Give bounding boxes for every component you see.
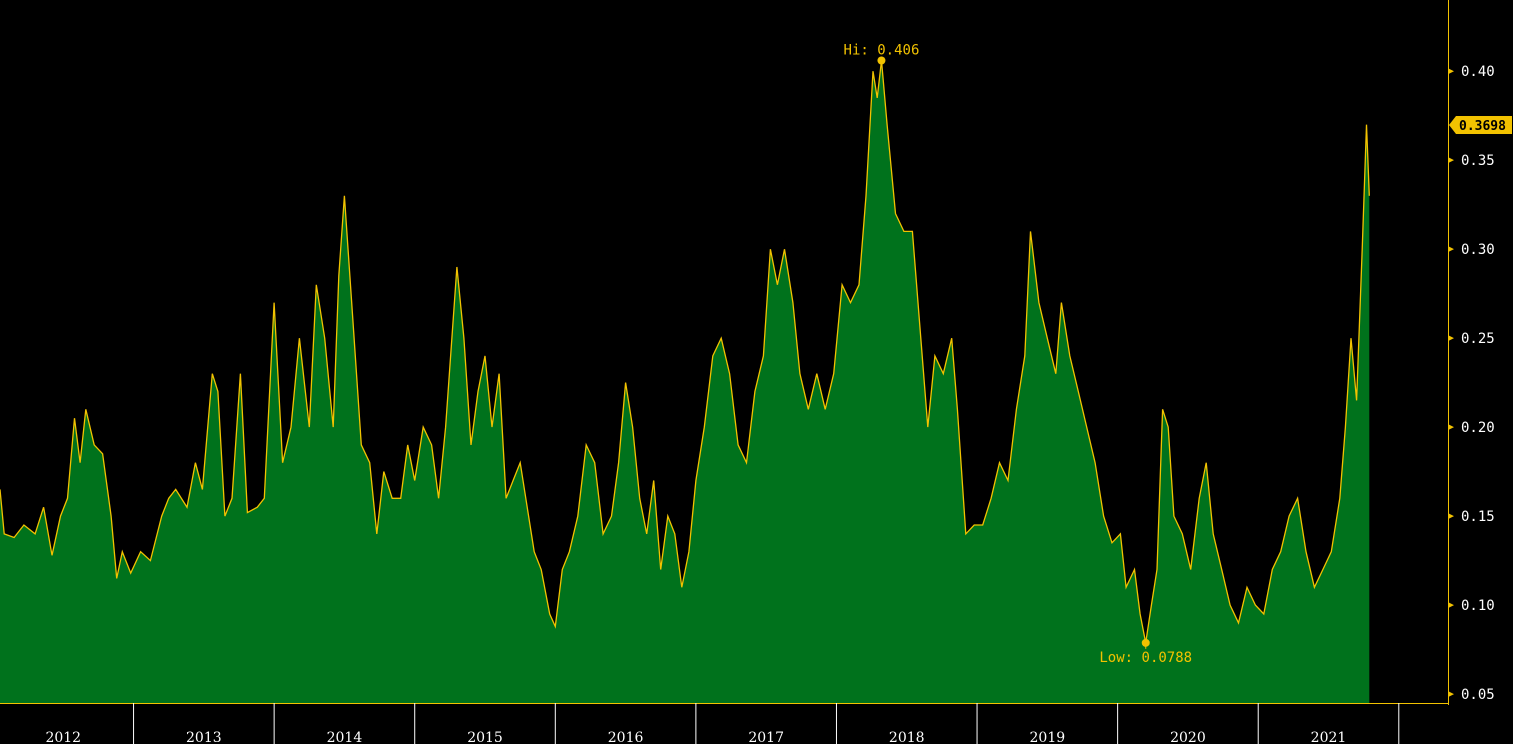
x-tick-label: 2012 <box>45 730 81 744</box>
y-tick-label: 0.10 <box>1461 598 1495 614</box>
y-tick-label: 0.20 <box>1461 420 1495 436</box>
high-label: Hi: 0.406 <box>844 43 920 59</box>
y-tick-label: 0.30 <box>1461 242 1495 258</box>
y-tick-label: 0.40 <box>1461 64 1495 80</box>
y-tick-label: 0.25 <box>1461 331 1495 347</box>
y-tick-label: 0.05 <box>1461 687 1495 703</box>
y-tick-mark <box>1448 691 1454 698</box>
low-label: Low: 0.0788 <box>1099 650 1192 666</box>
x-axis: 2012 2013 2014 2015 2016 2017 2018 2019 2020 2021 <box>0 703 1448 744</box>
x-tick-label: 2018 <box>889 730 925 744</box>
x-tick-label: 2019 <box>1030 730 1066 744</box>
series-line <box>0 60 1370 643</box>
x-tick-label: 2016 <box>608 730 644 744</box>
x-tick-label: 2015 <box>467 730 503 744</box>
y-tick-mark <box>1448 157 1454 164</box>
x-tick-label: 2013 <box>186 730 222 744</box>
last-value-label: 0.3698 <box>1459 119 1506 134</box>
high-annotation: Hi: 0.406 <box>844 43 920 65</box>
y-tick-label: 0.35 <box>1461 153 1495 169</box>
y-tick-mark <box>1448 246 1454 253</box>
y-axis: 0.05 0.10 0.15 0.20 0.25 0.30 0.35 0.40 <box>1448 0 1495 705</box>
x-tick-label: 2014 <box>327 730 363 744</box>
y-tick-mark <box>1448 513 1454 520</box>
y-tick-mark <box>1448 602 1454 609</box>
y-tick-mark <box>1448 335 1454 342</box>
y-tick-label: 0.15 <box>1461 509 1495 525</box>
y-tick-mark <box>1448 424 1454 431</box>
last-value-badge <box>1449 115 1512 134</box>
series-area <box>0 60 1370 703</box>
y-tick-mark <box>1448 68 1454 75</box>
low-annotation: Low: 0.0788 <box>1099 638 1192 666</box>
last-value-tag: 0.3698 <box>1449 115 1512 134</box>
x-tick-label: 2020 <box>1170 730 1206 744</box>
x-tick-label: 2021 <box>1311 730 1347 744</box>
x-tick-label: 2017 <box>748 730 784 744</box>
